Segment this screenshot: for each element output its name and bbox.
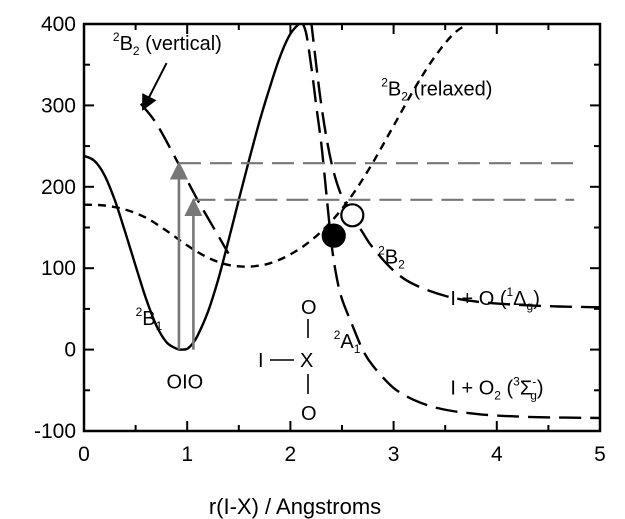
atom-x: X — [300, 350, 313, 372]
label-sup: 2 — [136, 305, 143, 319]
y-tick-label: 200 — [41, 176, 76, 199]
label-sub: g — [530, 388, 537, 402]
label-sup: 2 — [381, 76, 388, 90]
label-i-plus-o: I + O (1Δg) — [450, 285, 540, 313]
x-tick-label: 3 — [388, 443, 400, 466]
label-main: B — [388, 79, 401, 101]
series-2A1 — [301, 24, 600, 420]
label-sup: - — [532, 374, 536, 388]
x-tick-label: 2 — [285, 443, 297, 466]
label-close: ) — [533, 288, 540, 310]
label-sub: 1 — [354, 342, 361, 356]
ixo-molecule-diagram: O I X O — [258, 297, 317, 425]
series-layer — [84, 24, 600, 420]
x-tick-labels: 0 1 2 3 4 5 — [78, 443, 606, 466]
label-main: B — [385, 246, 398, 268]
label-sup: 2 — [334, 328, 341, 342]
tick-marks — [83, 23, 601, 432]
label-i-plus-o2: I + O2 (3Σ-g) — [450, 374, 543, 402]
x-tick-label: 1 — [181, 443, 193, 466]
y-tick-label: 400 — [41, 13, 76, 36]
label-tail: (relaxed) — [408, 79, 492, 101]
label-2b1: 2B1 — [136, 305, 163, 333]
label-sub: 1 — [156, 319, 163, 333]
label-oio: OIO — [167, 372, 204, 394]
marker-crossing-open — [340, 203, 365, 228]
label-2b2-relaxed: 2B2 (relaxed) — [381, 76, 492, 104]
label-sub: 2 — [133, 44, 140, 58]
series-2B2-dissociative — [310, 24, 600, 309]
atom-o-top: O — [301, 297, 317, 319]
x-tick-label: 0 — [78, 443, 90, 466]
label-tail: (vertical) — [140, 33, 222, 55]
x-tick-label: 4 — [491, 443, 503, 466]
label-sub: g — [527, 299, 534, 313]
label-2a1: 2A1 — [334, 328, 361, 356]
label-sub: 2 — [401, 90, 408, 104]
marker-crossing-filled — [321, 223, 346, 248]
x-tick-label: 5 — [594, 443, 606, 466]
series-2B2-vertical — [139, 103, 230, 255]
label-greek: Δ — [513, 288, 526, 310]
y-tick-labels: -100 0 100 200 300 400 — [34, 13, 76, 443]
atom-o-bottom: O — [301, 403, 317, 425]
label-2b2-exit: 2B2 — [378, 243, 405, 271]
y-tick-label: 100 — [41, 257, 76, 280]
label-sub: 2 — [398, 257, 405, 271]
label-text: I + O ( — [450, 288, 506, 310]
label-main: B — [120, 33, 133, 55]
label-sup: 3 — [513, 374, 520, 388]
label-sup: 2 — [378, 243, 385, 257]
label-sub: 2 — [494, 388, 501, 402]
y-tick-label: -100 — [34, 420, 76, 443]
atom-i: I — [258, 350, 264, 372]
label-greek: Σ — [520, 377, 532, 399]
label-close: ) — [537, 377, 544, 399]
x-axis-title: r(I-X) / Angstroms — [209, 494, 381, 519]
label-open: ( — [501, 377, 514, 399]
series-2B2-relaxed — [84, 24, 471, 268]
y-tick-label: 0 — [64, 339, 76, 362]
marker-layer — [321, 203, 365, 248]
series-2B1 — [84, 24, 301, 351]
label-text: I + O — [450, 377, 494, 399]
label-main: A — [340, 331, 354, 353]
label-main: B — [142, 308, 155, 330]
label-2b2-vertical: 2B2 (vertical) — [113, 30, 222, 58]
y-tick-label: 300 — [41, 94, 76, 117]
label-sup: 2 — [113, 30, 120, 44]
arrow-label-pointer — [141, 62, 168, 111]
label-sup: 1 — [506, 285, 513, 299]
